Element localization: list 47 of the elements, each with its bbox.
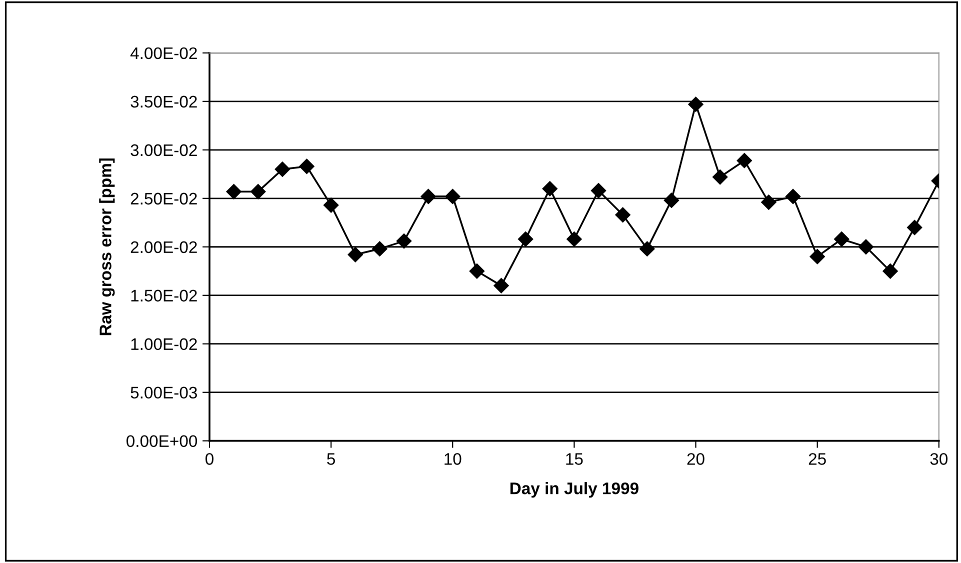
point: [882, 264, 898, 279]
x-tick-label: 20: [687, 453, 704, 465]
point: [615, 207, 630, 222]
point: [518, 232, 534, 247]
x-tick-label: 25: [808, 453, 826, 465]
y-tick-label: 3.00E-02: [130, 144, 197, 156]
point: [640, 241, 655, 256]
y-tick-label: 0.00E+00: [126, 435, 198, 448]
point: [445, 188, 460, 204]
y-tick-label: 2.50E-02: [130, 192, 197, 205]
point: [664, 192, 680, 208]
point: [469, 264, 485, 279]
y-axis-title: Raw gross error [ppm]: [99, 158, 115, 336]
point: [348, 247, 363, 262]
point: [907, 220, 922, 236]
y-tick-label: 1.50E-02: [131, 290, 197, 302]
y-tick-label: 1.00E-02: [131, 338, 197, 350]
x-tick-label: 10: [444, 453, 462, 465]
point: [274, 162, 290, 177]
point: [810, 249, 825, 264]
point: [566, 232, 582, 247]
y-tick-label: 4.00E-02: [130, 47, 197, 60]
point: [761, 194, 776, 210]
point: [323, 198, 339, 213]
point: [688, 96, 704, 112]
point: [396, 233, 412, 249]
point: [226, 184, 242, 200]
point: [785, 188, 801, 204]
x-tick-label: 5: [327, 453, 335, 465]
point: [250, 184, 266, 200]
point: [834, 232, 850, 247]
y-tick-label: 5.00E-03: [130, 386, 197, 399]
point: [299, 158, 314, 174]
y-tick-label: 2.00E-02: [130, 241, 197, 254]
y-tick-label: 3.50E-02: [130, 96, 197, 108]
point: [858, 239, 874, 254]
point: [420, 188, 436, 204]
point: [542, 181, 558, 196]
point: [736, 152, 752, 168]
x-axis-title: Day in July 1999: [510, 482, 638, 498]
point: [590, 183, 606, 198]
point: [494, 278, 509, 294]
x-tick-label: 0: [206, 453, 214, 465]
point: [372, 241, 388, 256]
point: [712, 169, 728, 185]
x-tick-label: 30: [930, 453, 948, 465]
x-tick-label: 15: [566, 453, 583, 465]
